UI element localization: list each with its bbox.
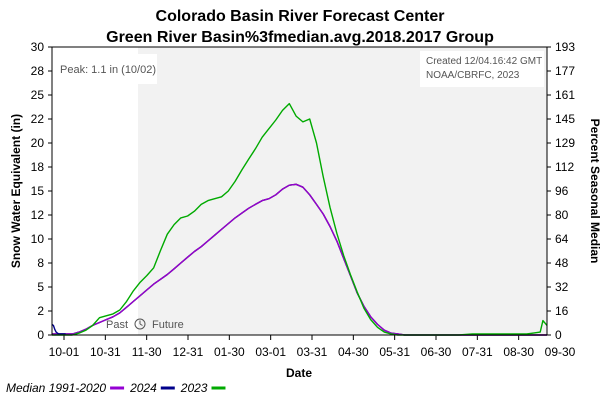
y2-tick-label: 193: [555, 40, 575, 54]
y-tick-label: 12: [31, 208, 45, 222]
y-tick-label: 18: [31, 160, 45, 174]
chart-title: Colorado Basin River Forecast Center: [156, 8, 445, 25]
x-tick-label: 10-31: [90, 345, 121, 359]
y2-tick-label: 112: [555, 160, 574, 174]
x-tick-label: 11-30: [132, 345, 162, 359]
past-future-markers: Past Future: [106, 318, 184, 331]
y-tick-label: 15: [31, 184, 45, 198]
plot-area-past: [52, 47, 138, 335]
y-tick-label: 22: [31, 112, 45, 126]
series-line-2: [51, 323, 66, 335]
y-tick-label: 5: [37, 280, 44, 294]
x-tick-label: 08-30: [503, 345, 534, 359]
x-tick-label: 05-31: [379, 345, 410, 359]
x-tick-label: 03-31: [297, 345, 328, 359]
clock-icon: [134, 318, 146, 330]
peak-note: Peak: 1.1 in (10/02): [60, 64, 156, 76]
legend: Median 1991-2020 2024 2023: [6, 381, 226, 395]
x-tick-label: 07-31: [462, 345, 493, 359]
y-tick-label: 10: [31, 232, 45, 246]
y2-tick-label: 80: [555, 208, 569, 222]
x-tick-label: 04-30: [338, 345, 369, 359]
y2-tick-label: 177: [555, 64, 575, 78]
x-tick-label: 12-31: [173, 345, 204, 359]
plot-frame: [51, 46, 548, 336]
y2-tick-label: 96: [555, 184, 569, 198]
x-tick-label: 10-01: [49, 345, 80, 359]
future-label: Future: [152, 319, 184, 331]
created-note: Created 12/04.16:42 GMT: [426, 56, 542, 67]
y2-tick-label: 16: [555, 304, 569, 318]
y-tick-label: 2: [37, 304, 44, 318]
chart-subtitle: Green River Basin%3fmedian.avg.2018.2017…: [106, 29, 494, 46]
y-tick-label: 25: [31, 88, 45, 102]
y-axis-label: Snow Water Equivalent (in): [9, 114, 23, 268]
y-tick-label: 0: [37, 328, 44, 342]
created-note-box: Created 12/04.16:42 GMT NOAA/CBRFC, 2023: [420, 51, 544, 87]
legend-label-2: 2023: [180, 381, 208, 395]
x-tick-label: 06-30: [421, 345, 452, 359]
source-note: NOAA/CBRFC, 2023: [426, 70, 520, 81]
y2-tick-label: 129: [555, 136, 575, 150]
y2-tick-label: 145: [555, 112, 575, 126]
y2-tick-label: 32: [555, 280, 569, 294]
peak-note-box: Peak: 1.1 in (10/02): [55, 54, 157, 84]
x-tick-label: 03-01: [255, 345, 286, 359]
y2-tick-label: 0: [555, 328, 562, 342]
y2-tick-label: 48: [555, 256, 569, 270]
past-label: Past: [106, 319, 128, 331]
y-tick-label: 20: [31, 136, 45, 150]
legend-label-1: 2024: [129, 381, 157, 395]
x-axis-label: Date: [286, 366, 312, 380]
y-tick-label: 30: [31, 40, 45, 54]
x-tick-label: 01-30: [214, 345, 245, 359]
y2-axis-label: Percent Seasonal Median: [588, 119, 600, 264]
x-tick-label: 09-30: [545, 345, 576, 359]
y2-tick-label: 161: [555, 88, 575, 102]
y2-tick-label: 64: [555, 232, 569, 246]
y-tick-label: 28: [31, 64, 45, 78]
y-tick-label: 8: [37, 256, 44, 270]
plot-area-future: [138, 47, 547, 335]
legend-label-0: Median 1991-2020: [6, 381, 106, 395]
